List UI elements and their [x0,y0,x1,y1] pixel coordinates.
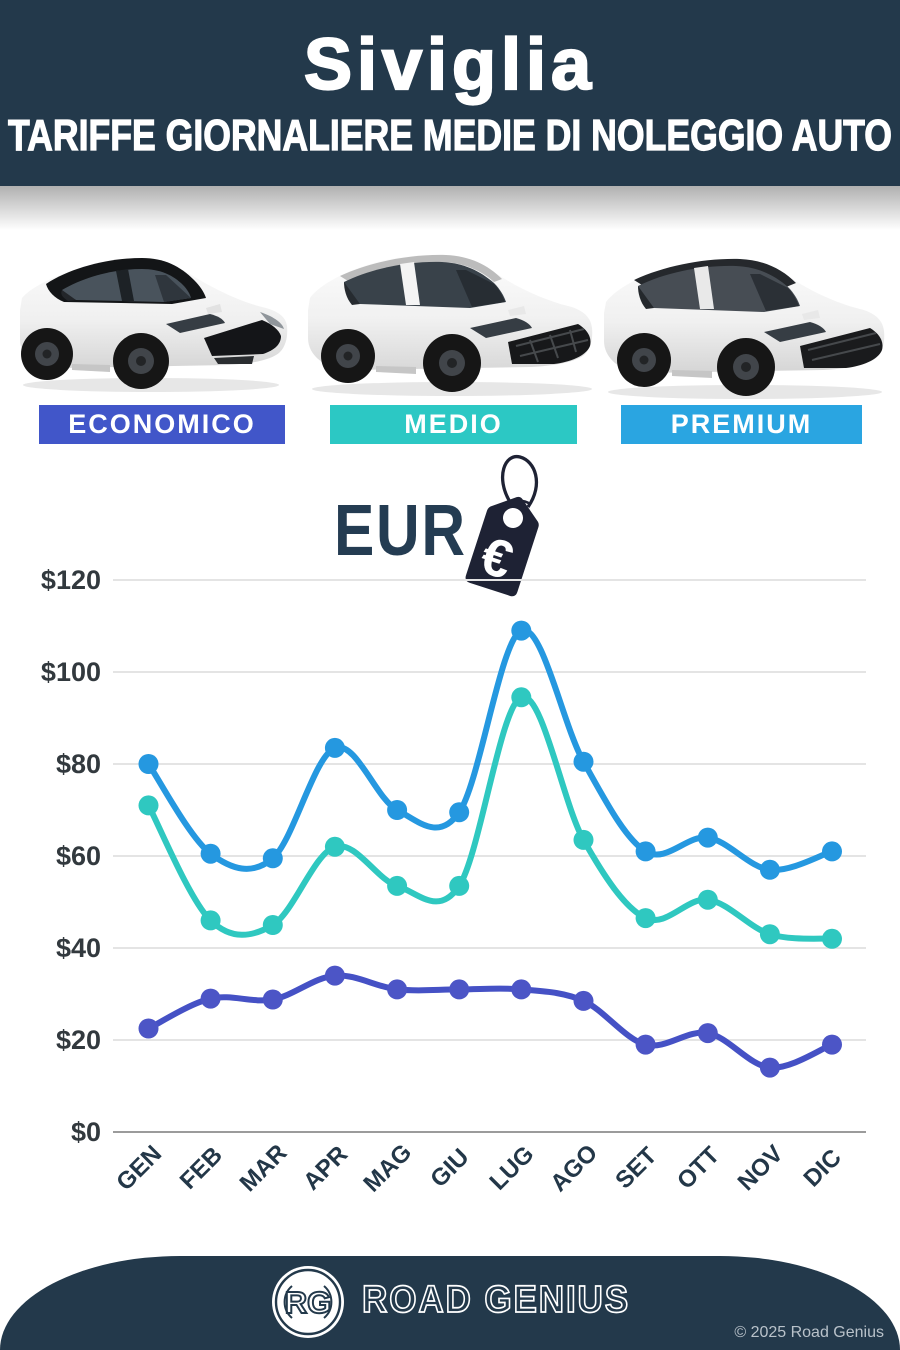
svg-text:GEN: GEN [111,1140,167,1196]
svg-text:NOV: NOV [733,1140,789,1196]
svg-text:RG: RG [285,1285,332,1320]
svg-text:$100: $100 [41,657,101,687]
svg-text:$80: $80 [56,749,101,779]
svg-text:MAG: MAG [358,1139,417,1198]
svg-text:$60: $60 [56,841,101,871]
svg-text:DIC: DIC [799,1144,847,1192]
svg-text:FEB: FEB [175,1142,228,1195]
svg-text:TARIFFE GIORNALIERE MEDIE DI N: TARIFFE GIORNALIERE MEDIE DI NOLEGGIO AU… [8,111,892,160]
svg-text:AGO: AGO [545,1139,603,1197]
svg-text:SET: SET [610,1142,662,1194]
svg-text:ROAD GENIUS: ROAD GENIUS [362,1279,630,1321]
svg-text:$40: $40 [56,933,101,963]
svg-text:OTT: OTT [672,1141,725,1194]
svg-text:$0: $0 [71,1117,101,1147]
svg-text:LUG: LUG [485,1141,540,1196]
svg-text:$120: $120 [41,565,101,595]
svg-text:APR: APR [298,1141,353,1196]
svg-text:GIU: GIU [425,1144,474,1193]
svg-text:$20: $20 [56,1025,101,1055]
svg-text:MAR: MAR [235,1139,293,1197]
